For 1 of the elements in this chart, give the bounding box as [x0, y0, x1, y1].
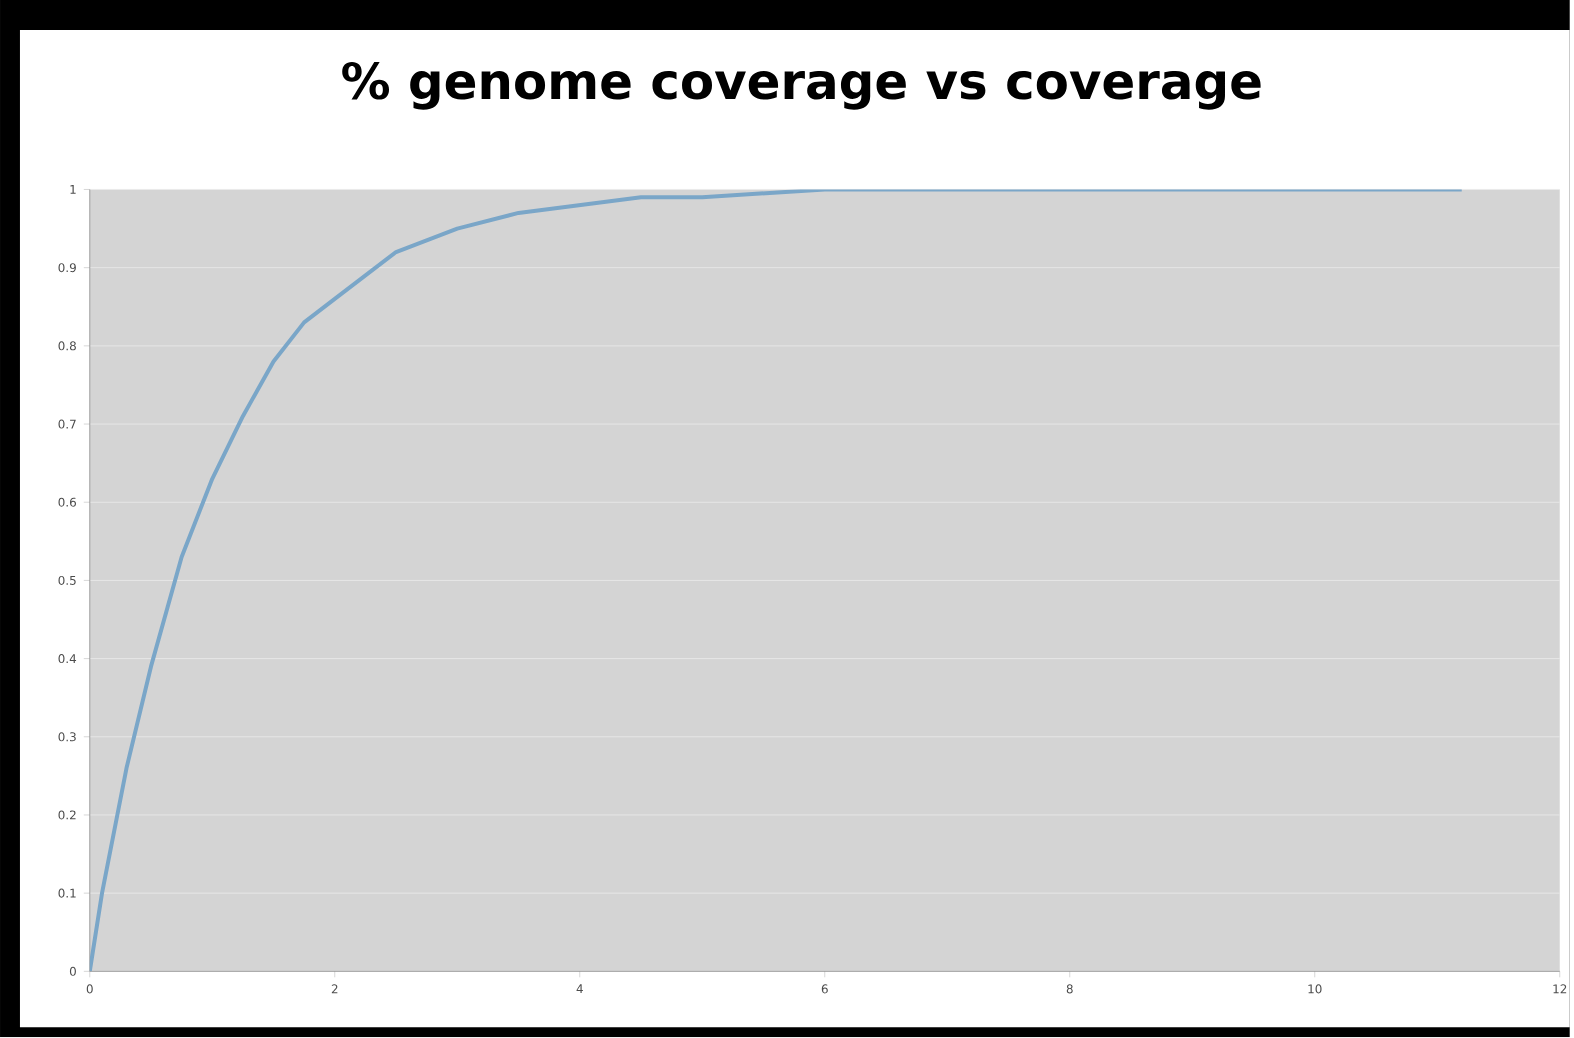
chart-title: % genome coverage vs coverage	[342, 62, 1261, 111]
